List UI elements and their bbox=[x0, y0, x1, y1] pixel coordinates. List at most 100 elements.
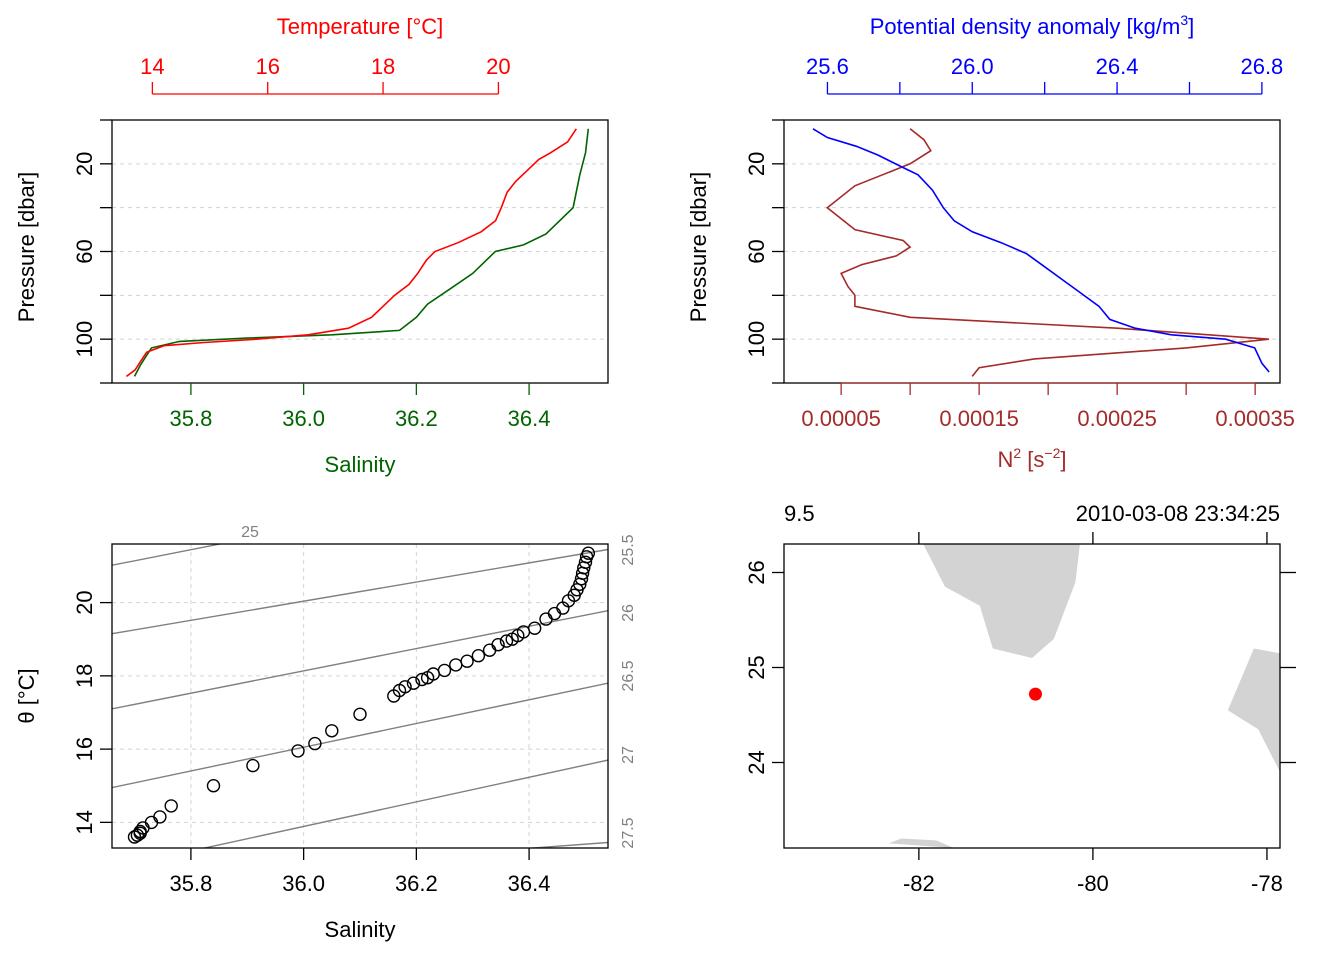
p2-y-axis-title: Pressure [dbar] bbox=[686, 172, 711, 322]
ts-point bbox=[133, 824, 147, 839]
isopycnal-line bbox=[112, 682, 608, 789]
p1-bottom-axis-title: Salinity bbox=[325, 452, 396, 477]
n2-axis-tick-label: 0.00015 bbox=[939, 406, 1019, 431]
ts-point bbox=[528, 621, 542, 635]
ts-point bbox=[499, 634, 514, 648]
latitude-axis-tick-label: 26 bbox=[744, 560, 769, 584]
p4-land bbox=[888, 544, 1280, 848]
longitude-axis-tick-label: -82 bbox=[903, 871, 935, 896]
p1-axes: 14 16 18 20 35.8 36.0 36.2 36.4 20 60 100 bbox=[72, 54, 609, 431]
pressure-axis-tick-label: 60 bbox=[72, 239, 97, 263]
ts-point bbox=[581, 546, 595, 560]
salinity-axis-tick-label: 36.4 bbox=[508, 871, 551, 896]
ts-point bbox=[206, 779, 221, 793]
isopycnal-line bbox=[112, 609, 608, 710]
p2-bottom-axis-title: N2 [s−2] bbox=[997, 445, 1066, 472]
ts-point bbox=[578, 555, 593, 569]
ts-point bbox=[308, 736, 322, 751]
ts-point bbox=[406, 676, 421, 690]
ts-point bbox=[449, 658, 463, 672]
isopycnal-line bbox=[112, 544, 224, 566]
p1-lines bbox=[125, 128, 590, 378]
ts-point bbox=[547, 606, 562, 621]
density-axis-tick-label: 25.6 bbox=[806, 54, 849, 79]
theta-axis-tick-label: 16 bbox=[72, 737, 97, 761]
salinity-axis-tick-label: 36.0 bbox=[282, 406, 325, 431]
p1-grid bbox=[112, 119, 608, 340]
pressure-axis-tick-label: 100 bbox=[744, 321, 769, 358]
longitude-axis-tick-label: -80 bbox=[1077, 871, 1109, 896]
plot-frame bbox=[783, 543, 1281, 849]
latitude-axis-tick-label: 25 bbox=[744, 655, 769, 679]
salinity-profile-line bbox=[133, 128, 590, 377]
p2-axes: 25.6 26.0 26.4 26.8 0.00005 0.00015 0.00025 0.0… bbox=[744, 54, 1295, 431]
longitude-axis-tick-label: -78 bbox=[1251, 871, 1283, 896]
isopycnal-line bbox=[112, 548, 608, 635]
temperature-salinity-profile-panel: 14 16 18 20 35.8 36.0 36.2 36.4 20 60 100 Temperat… bbox=[14, 14, 609, 477]
land-polygon bbox=[1227, 648, 1280, 772]
isopycnal-label: 26.5 bbox=[620, 660, 637, 691]
p1-y-axis-title: Pressure [dbar] bbox=[14, 172, 39, 322]
salinity-axis-tick-label: 36.0 bbox=[282, 871, 325, 896]
isopycnal-label: 27 bbox=[620, 746, 637, 764]
density-axis-tick-label: 26.0 bbox=[951, 54, 994, 79]
theta-axis-tick-label: 14 bbox=[72, 810, 97, 834]
ts-point bbox=[471, 649, 486, 663]
p3-axes: 25 25.5 26 26.5 27 27.5 35.8 36.0 36.2 36.4 14 16 18… bbox=[72, 524, 637, 896]
density-n2-profile-panel: 25.6 26.0 26.4 26.8 0.00005 0.00015 0.00025 0.0… bbox=[686, 12, 1295, 472]
p1-top-axis-title: Temperature [°C] bbox=[277, 14, 444, 39]
isopycnal-label: 25 bbox=[241, 524, 259, 541]
plot-frame bbox=[111, 543, 609, 849]
isopycnal-line bbox=[201, 759, 608, 848]
ts-point bbox=[291, 744, 305, 758]
temperature-axis-tick-label: 20 bbox=[486, 54, 510, 79]
latitude-axis-tick-label: 24 bbox=[744, 750, 769, 774]
p3-y-axis-title: θ [°C] bbox=[14, 668, 39, 723]
p3-isopycnals bbox=[112, 544, 608, 848]
p2-top-axis-title: Potential density anomaly [kg/m3] bbox=[870, 12, 1195, 39]
theta-axis-tick-label: 18 bbox=[72, 664, 97, 688]
density-axis-tick-label: 26.8 bbox=[1240, 54, 1283, 79]
n2-profile-line bbox=[826, 128, 1270, 377]
ts-point bbox=[460, 654, 474, 668]
ts-point bbox=[398, 680, 412, 694]
ts-point bbox=[437, 663, 452, 678]
ts-point bbox=[353, 707, 367, 721]
ts-point bbox=[325, 724, 339, 738]
density-axis-tick-label: 26.4 bbox=[1096, 54, 1139, 79]
pressure-axis-tick-label: 20 bbox=[744, 152, 769, 176]
pressure-axis-tick-label: 60 bbox=[744, 239, 769, 263]
salinity-axis-tick-label: 35.8 bbox=[169, 406, 212, 431]
isopycnal-label: 27.5 bbox=[620, 817, 637, 848]
p2-lines bbox=[812, 128, 1270, 377]
n2-axis-tick-label: 0.00025 bbox=[1077, 406, 1157, 431]
station-marker bbox=[1028, 687, 1042, 701]
ts-point bbox=[164, 799, 178, 813]
p4-axes: -82 -80 -78 24 25 26 bbox=[744, 532, 1296, 896]
isopycnal-label: 25.5 bbox=[620, 534, 637, 565]
isopycnal-line bbox=[524, 841, 608, 848]
pressure-axis-tick-label: 100 bbox=[72, 321, 97, 358]
p3-x-axis-title: Salinity bbox=[325, 917, 396, 942]
temperature-axis-tick-label: 14 bbox=[140, 54, 164, 79]
salinity-axis-tick-label: 36.2 bbox=[395, 871, 438, 896]
ts-point bbox=[246, 758, 260, 773]
temperature-axis-tick-label: 16 bbox=[255, 54, 279, 79]
map-datetime-label: 2010-03-08 23:34:25 bbox=[1076, 501, 1280, 526]
ts-point bbox=[153, 810, 167, 824]
land-polygon bbox=[888, 838, 954, 848]
p3-points bbox=[127, 546, 595, 844]
temperature-profile-line bbox=[125, 128, 577, 378]
temperature-axis-tick-label: 18 bbox=[371, 54, 395, 79]
salinity-axis-tick-label: 36.2 bbox=[395, 406, 438, 431]
ts-point bbox=[415, 672, 429, 687]
map-station-label: 9.5 bbox=[784, 501, 815, 526]
n2-axis-tick-label: 0.00005 bbox=[801, 406, 881, 431]
p4-station bbox=[1028, 687, 1042, 701]
pressure-axis-tick-label: 20 bbox=[72, 152, 97, 176]
station-map-panel: -82 -80 -78 24 25 26 9.5 2010-03-08 23:34:25 bbox=[744, 501, 1296, 896]
salinity-axis-tick-label: 36.4 bbox=[508, 406, 551, 431]
ts-diagram-panel: 25 25.5 26 26.5 27 27.5 35.8 36.0 36.2 36.4 14 16 18… bbox=[14, 524, 637, 942]
land-polygon bbox=[923, 544, 1080, 658]
